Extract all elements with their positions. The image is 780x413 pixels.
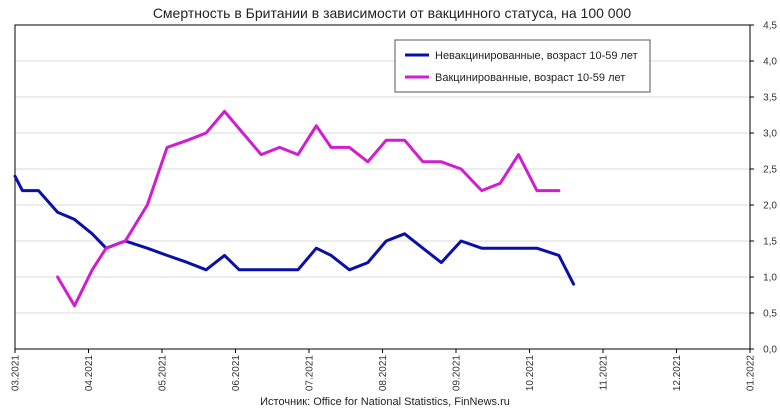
x-axis: 03.2021 04.2021 05.2021 06.2021 07.2021 08.20… (11, 349, 757, 391)
x-tick-label: 09.2021 (452, 355, 463, 392)
y-tick-label: 3,5 (763, 93, 777, 104)
source-note: Источник: Office for National Statistics… (260, 396, 510, 408)
x-tick-label: 04.2021 (84, 355, 95, 392)
legend-label: Вакцинированные, возраст 10-59 лет (435, 72, 625, 84)
series-line-1 (56, 109, 561, 308)
y-tick-label: 0,0 (763, 345, 777, 356)
y-tick-label: 3,0 (763, 129, 777, 140)
x-tick-label: 07.2021 (305, 355, 316, 392)
y-tick-label: 2,5 (763, 165, 777, 176)
y-tick-label: 1,0 (763, 273, 777, 284)
y-axis: 0,0 0,5 1,0 1,5 2,0 2,5 3,0 3,5 4,0 4,5 (750, 21, 777, 356)
x-tick-label: 12.2021 (672, 355, 683, 392)
x-tick-label: 10.2021 (525, 355, 536, 392)
legend-label: Невакцинированные, возраст 10-59 лет (435, 50, 638, 62)
x-tick-label: 11.2021 (599, 355, 610, 391)
y-tick-label: 0,5 (763, 309, 777, 320)
y-tick-label: 4,0 (763, 57, 777, 68)
legend: Невакцинированные, возраст 10-59 лет Вакц… (394, 39, 651, 93)
legend-box (394, 39, 651, 93)
x-tick-label: 08.2021 (378, 355, 389, 392)
y-tick-label: 4,5 (763, 21, 777, 32)
x-tick-label: 01.2022 (746, 355, 757, 392)
chart-title: Смертность в Британии в зависимости от в… (153, 5, 632, 21)
series-lines (13, 109, 576, 308)
x-tick-label: 06.2021 (231, 355, 242, 392)
series-line-0 (13, 174, 576, 286)
x-tick-label: 03.2021 (11, 355, 22, 392)
y-tick-label: 1,5 (763, 237, 777, 248)
y-tick-label: 2,0 (763, 201, 777, 212)
x-tick-label: 05.2021 (158, 355, 169, 392)
